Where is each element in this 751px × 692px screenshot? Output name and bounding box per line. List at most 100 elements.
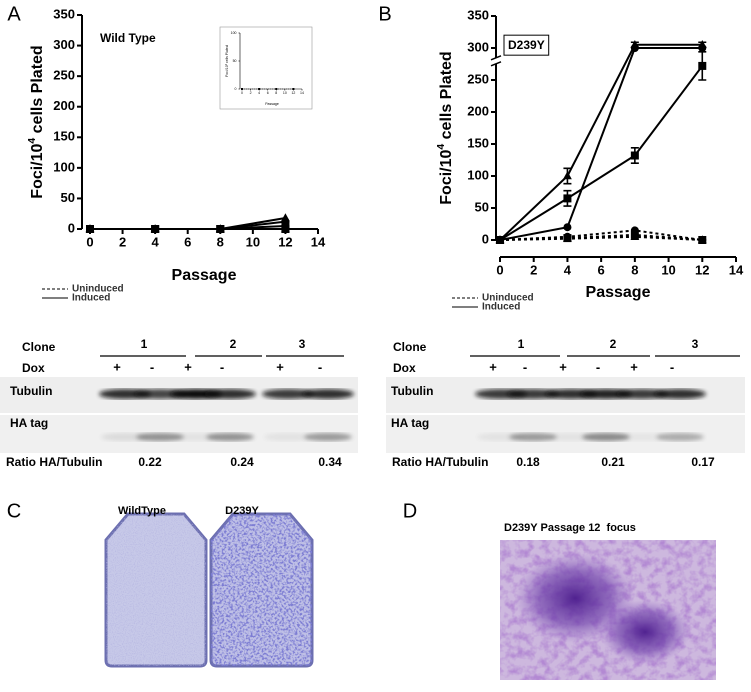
dox-sign: - bbox=[596, 359, 600, 374]
band bbox=[654, 389, 706, 399]
x-tick-label: 8 bbox=[217, 235, 224, 250]
row-label: HA tag bbox=[391, 416, 429, 430]
series-line bbox=[90, 217, 286, 230]
dish-photos bbox=[96, 504, 346, 668]
series-line bbox=[499, 43, 703, 241]
band bbox=[547, 433, 595, 441]
axis-break bbox=[490, 55, 502, 61]
clone-number: 3 bbox=[692, 337, 699, 351]
band bbox=[262, 389, 314, 399]
y-axis-label: Foci/104 cells Plated bbox=[225, 45, 229, 77]
dox-sign: + bbox=[559, 359, 567, 374]
panel-label: A bbox=[7, 3, 21, 25]
marker bbox=[563, 233, 572, 242]
x-tick-label: 4 bbox=[564, 263, 572, 278]
marker bbox=[281, 213, 290, 222]
legend-label: Uninduced bbox=[72, 284, 124, 295]
band bbox=[618, 433, 666, 441]
series-line bbox=[499, 229, 703, 241]
row-label: HA tag bbox=[10, 416, 48, 430]
y-tick-label: 100 bbox=[53, 159, 75, 174]
y-axis-label-text: Foci/10 bbox=[438, 149, 455, 204]
ratio-value: 0.18 bbox=[516, 455, 540, 469]
y-axis-label-rest: cells Plated bbox=[438, 51, 455, 144]
marker bbox=[496, 236, 504, 244]
y-tick-label: 50 bbox=[475, 199, 489, 214]
y-axis-label: Foci/104 cells Plated bbox=[27, 45, 46, 198]
x-tick-label: 14 bbox=[300, 91, 304, 95]
marker bbox=[258, 88, 261, 90]
y-tick-label: 200 bbox=[53, 98, 75, 113]
dox-sign: + bbox=[276, 359, 284, 374]
series-line bbox=[499, 235, 703, 241]
annotation: Wild Type bbox=[100, 31, 156, 45]
x-tick-label: 14 bbox=[729, 263, 744, 278]
x-tick-label: 12 bbox=[291, 91, 295, 95]
marker bbox=[698, 61, 707, 70]
dox-sign: - bbox=[220, 359, 224, 374]
marker bbox=[697, 235, 707, 244]
band bbox=[204, 389, 256, 399]
x-tick-label: 10 bbox=[661, 263, 675, 278]
marker bbox=[630, 151, 639, 160]
x-tick-label: 10 bbox=[246, 235, 260, 250]
dox-sign: - bbox=[150, 359, 154, 374]
band bbox=[582, 433, 630, 441]
band bbox=[507, 389, 559, 399]
clone-number: 1 bbox=[518, 337, 525, 351]
band bbox=[304, 433, 352, 441]
marker bbox=[292, 88, 295, 90]
y-tick-label: 250 bbox=[53, 68, 75, 83]
clone-label: Clone bbox=[393, 340, 427, 354]
x-tick-label: 6 bbox=[267, 91, 269, 95]
band bbox=[134, 389, 186, 399]
y-tick-label: 0 bbox=[68, 220, 75, 235]
focus-caption: D239Y Passage 12 focus bbox=[504, 522, 636, 534]
y-tick-label: 50 bbox=[233, 59, 237, 63]
marker bbox=[150, 224, 160, 233]
y-tick-label: 150 bbox=[467, 135, 489, 150]
clone-number: 2 bbox=[610, 337, 617, 351]
panel-label: C bbox=[7, 500, 21, 522]
marker bbox=[630, 44, 639, 52]
y-axis-label-text: Foci/10 bbox=[225, 65, 229, 77]
blot-strip bbox=[0, 415, 358, 453]
series-line bbox=[499, 65, 704, 241]
x-tick-label: 0 bbox=[496, 263, 503, 278]
series-line bbox=[499, 47, 703, 241]
marker bbox=[563, 223, 572, 232]
x-tick-label: 12 bbox=[695, 263, 709, 278]
band bbox=[136, 433, 184, 441]
dish-label: WildType bbox=[118, 505, 166, 517]
marker bbox=[698, 44, 707, 52]
marker bbox=[215, 224, 225, 233]
marker bbox=[275, 88, 278, 90]
clone-label: Clone bbox=[22, 340, 56, 354]
x-tick-label: 2 bbox=[250, 91, 252, 95]
band bbox=[206, 433, 254, 441]
ratio-value: 0.21 bbox=[601, 455, 625, 469]
ratio-value: 0.22 bbox=[138, 455, 162, 469]
ratio-label: Ratio HA/Tubulin bbox=[392, 455, 488, 469]
ratio-value: 0.34 bbox=[318, 455, 342, 469]
x-axis-label: Passage bbox=[265, 102, 279, 106]
marker bbox=[630, 232, 640, 240]
clone-number: 1 bbox=[141, 337, 148, 351]
x-axis-label: Passage bbox=[172, 267, 237, 284]
marker bbox=[85, 224, 95, 233]
y-tick-label: 300 bbox=[467, 39, 489, 54]
panel-label: D bbox=[403, 500, 417, 522]
legend-label: Induced bbox=[482, 302, 520, 313]
ratio-value: 0.17 bbox=[691, 455, 715, 469]
focus-photo bbox=[500, 540, 716, 680]
marker bbox=[241, 88, 243, 90]
y-tick-label: 150 bbox=[53, 129, 75, 144]
x-tick-label: 2 bbox=[530, 263, 537, 278]
band bbox=[616, 389, 668, 399]
x-tick-label: 8 bbox=[631, 263, 638, 278]
dox-sign: + bbox=[630, 359, 638, 374]
legend-label: Uninduced bbox=[482, 293, 534, 304]
dox-sign: + bbox=[489, 359, 497, 374]
